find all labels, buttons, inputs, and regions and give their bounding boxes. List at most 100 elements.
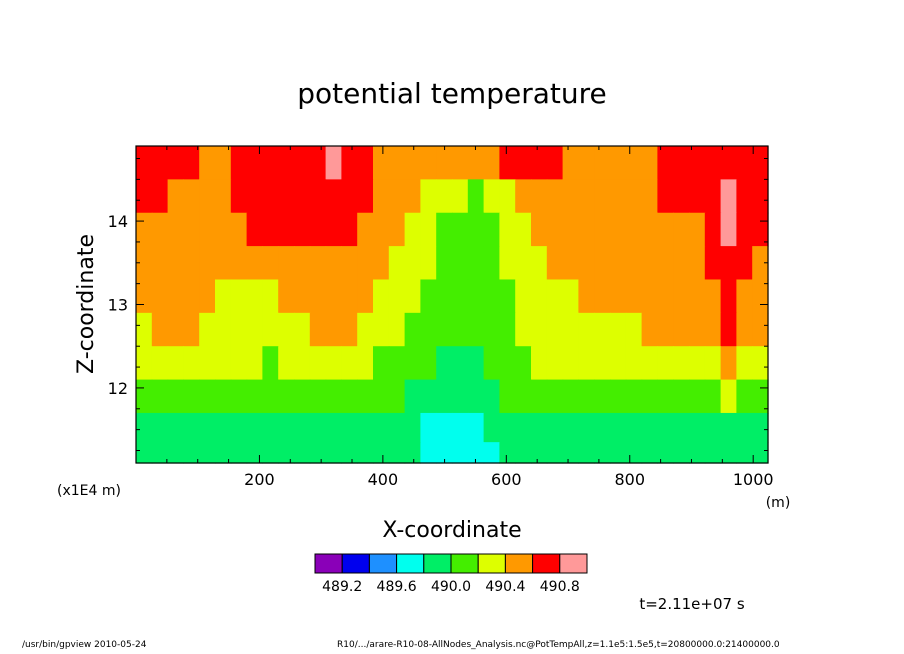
heatmap-cell xyxy=(294,412,311,443)
heatmap-cell xyxy=(388,179,406,214)
heatmap-cell xyxy=(546,312,564,347)
heatmap-cell xyxy=(136,442,153,464)
heatmap-cell xyxy=(151,346,169,381)
heatmap-cell xyxy=(483,146,500,180)
heatmap-cell xyxy=(673,412,690,443)
heatmap-cell xyxy=(594,442,611,464)
heatmap-cell xyxy=(657,312,674,347)
heatmap-cell xyxy=(483,279,500,314)
heatmap-cell xyxy=(278,412,295,443)
heatmap-cell xyxy=(752,346,769,381)
heatmap-cell xyxy=(183,146,200,180)
heatmap-cell xyxy=(262,379,279,414)
heatmap-cell xyxy=(309,379,327,414)
heatmap-cell xyxy=(420,179,437,214)
heatmap-cell xyxy=(736,379,753,414)
heatmap-cell xyxy=(294,442,311,464)
heatmap-cell xyxy=(515,246,532,281)
heatmap-cell xyxy=(309,146,327,180)
heatmap-cell xyxy=(357,146,374,180)
heatmap-cell xyxy=(625,312,643,347)
heatmap-cell xyxy=(341,312,358,347)
heatmap-cell xyxy=(704,279,722,314)
heatmap-cell xyxy=(483,346,500,381)
heatmap-cell xyxy=(531,312,548,347)
colorbar-labels: 489.2 489.6 490.0 490.4 490.8 xyxy=(322,579,580,595)
heatmap-cell xyxy=(230,179,248,214)
heatmap-cell xyxy=(230,312,248,347)
heatmap-cell xyxy=(452,346,469,381)
heatmap-cell xyxy=(736,412,753,443)
heatmap-cell xyxy=(720,379,737,414)
y-tick-label: 12 xyxy=(108,379,128,398)
heatmap-cell xyxy=(278,312,295,347)
heatmap-cell xyxy=(752,312,769,347)
heatmap-cell xyxy=(578,379,595,414)
heatmap-cell xyxy=(215,412,232,443)
heatmap-cell xyxy=(641,179,658,214)
heatmap-cell xyxy=(641,442,658,464)
heatmap-cell xyxy=(720,212,737,247)
heatmap-cell xyxy=(420,346,437,381)
heatmap-cell xyxy=(278,179,295,214)
heatmap-cell xyxy=(373,442,390,464)
heatmap-cell xyxy=(404,146,421,180)
heatmap-cell xyxy=(309,346,327,381)
heatmap-cell xyxy=(720,346,737,381)
heatmap-cell xyxy=(610,279,627,314)
heatmap-cell xyxy=(467,412,485,443)
heatmap-cell xyxy=(436,442,453,464)
heatmap-cell xyxy=(215,346,232,381)
heatmap-cell xyxy=(515,146,532,180)
heatmap-cell xyxy=(720,146,737,180)
heatmap-cell xyxy=(325,442,342,464)
heatmap-cell xyxy=(436,379,453,414)
heatmap-cell xyxy=(230,442,248,464)
heatmap-cell xyxy=(689,146,706,180)
heatmap-cell xyxy=(167,312,184,347)
heatmap-cell xyxy=(215,442,232,464)
heatmap-cell xyxy=(230,212,248,247)
heatmap-cell xyxy=(294,279,311,314)
heatmap-cell xyxy=(736,279,753,314)
heatmap-cell xyxy=(388,379,406,414)
heatmap-cell xyxy=(262,212,279,247)
heatmap-cell xyxy=(325,146,342,180)
heatmap-cell xyxy=(230,279,248,314)
time-label: t=2.11e+07 s xyxy=(639,595,745,613)
heatmap-cell xyxy=(309,312,327,347)
heatmap-cell xyxy=(341,212,358,247)
heatmap-cell xyxy=(373,379,390,414)
heatmap-cell xyxy=(531,412,548,443)
heatmap-cell xyxy=(262,246,279,281)
heatmap-cell xyxy=(689,312,706,347)
heatmap-cell xyxy=(562,246,579,281)
heatmap-cell xyxy=(294,146,311,180)
heatmap-cell xyxy=(404,346,421,381)
heatmap-cell xyxy=(294,312,311,347)
colorbar-swatch xyxy=(423,553,452,574)
heatmap-cell xyxy=(594,179,611,214)
x-tick-label: 600 xyxy=(491,470,522,489)
heatmap-cell xyxy=(136,146,153,180)
heatmap-cell xyxy=(546,412,564,443)
heatmap-cell xyxy=(136,279,153,314)
colorbar xyxy=(314,553,588,574)
x-unit-label: (m) xyxy=(766,495,791,511)
heatmap-cell xyxy=(531,379,548,414)
heatmap-cell xyxy=(215,312,232,347)
heatmap-cell xyxy=(610,442,627,464)
heatmap-cell xyxy=(404,442,421,464)
heatmap-cell xyxy=(246,212,263,247)
heatmap-cell xyxy=(199,146,216,180)
heatmap-cell xyxy=(546,212,564,247)
heatmap-cell xyxy=(388,346,406,381)
heatmap-cell xyxy=(167,179,184,214)
heatmap-cell xyxy=(467,146,485,180)
heatmap-cell xyxy=(294,346,311,381)
heatmap-cell xyxy=(641,312,658,347)
heatmap-cell xyxy=(230,412,248,443)
heatmap-cell xyxy=(357,442,374,464)
heatmap-cell xyxy=(562,379,579,414)
heatmap-cell xyxy=(357,179,374,214)
